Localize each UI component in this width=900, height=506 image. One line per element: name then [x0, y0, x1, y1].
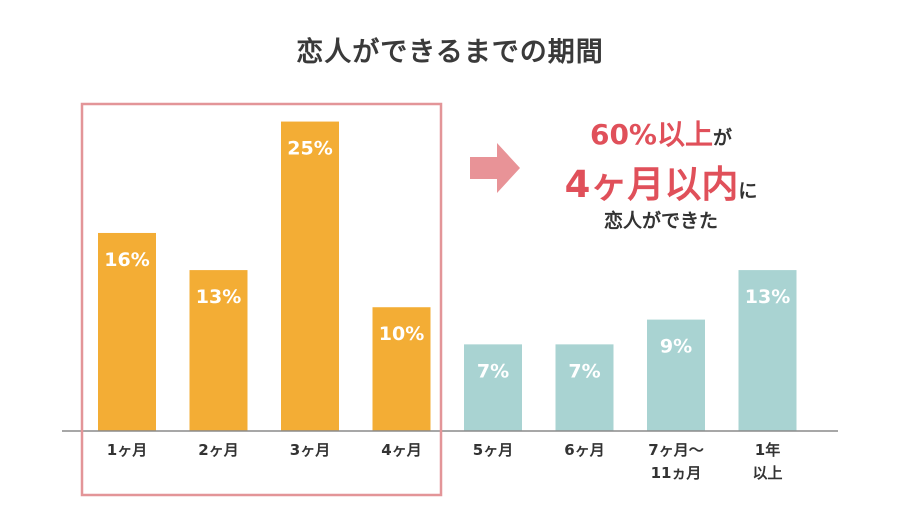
bar-value-label-6: 7%: [568, 360, 600, 382]
bar-value-label-7: 9%: [660, 336, 692, 358]
bar-2: [189, 270, 248, 431]
category-label-8-line-2: 以上: [752, 464, 782, 482]
bar-4: [372, 307, 431, 431]
category-label-3: 3ヶ月: [290, 441, 330, 459]
bar-6: [555, 344, 614, 431]
callout-highlight-percent: 60%以上: [589, 118, 713, 151]
callout-line-3: 恋人ができた: [603, 210, 718, 232]
category-label-8-line-1: 1年: [755, 441, 780, 459]
category-label-7-line-2: 11ヵ月: [651, 464, 702, 482]
category-label-5: 5ヶ月: [473, 441, 513, 459]
highlight-frame: [80, 102, 443, 497]
bar-7: [647, 319, 705, 431]
chart-title: 恋人ができるまでの期間: [296, 37, 604, 68]
bars-layer: [98, 121, 797, 431]
bar-value-label-1: 16%: [104, 249, 149, 271]
right-arrow-icon: [470, 143, 520, 193]
bar-value-label-4: 10%: [379, 323, 424, 345]
category-label-6: 6ヶ月: [564, 441, 604, 459]
bar-1: [98, 232, 156, 431]
bar-3: [281, 121, 339, 431]
bar-8: [738, 270, 797, 431]
bar-value-label-8: 13%: [745, 286, 790, 308]
category-label-4: 4ヶ月: [381, 441, 421, 459]
bar-5: [464, 344, 522, 431]
callout-line-2: 4ヶ月以内に: [536, 154, 786, 208]
bar-value-label-5: 7%: [477, 360, 509, 382]
category-label-2: 2ヶ月: [198, 441, 238, 459]
bar-value-label-3: 25%: [287, 138, 332, 160]
category-label-7-line-1: 7ヶ月〜: [648, 441, 703, 459]
bar-value-label-2: 13%: [196, 286, 241, 308]
category-label-1: 1ヶ月: [107, 441, 147, 459]
value-labels-layer: 16% 13% 25% 10% 7% 7% 9% 13%: [104, 138, 790, 383]
callout-particle-ga: が: [713, 127, 733, 149]
callout-line-1: 60%以上が: [536, 113, 786, 153]
callout-particle-ni: に: [738, 180, 758, 202]
callout-highlight-period: 4ヶ月以内: [564, 163, 739, 206]
